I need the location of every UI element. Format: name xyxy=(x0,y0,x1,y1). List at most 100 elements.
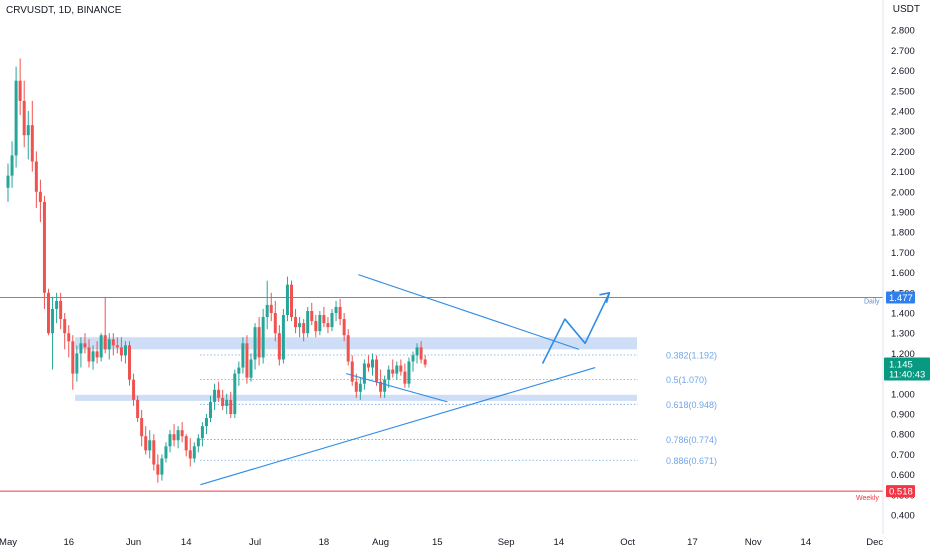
candle-body xyxy=(136,399,140,419)
candle-51 xyxy=(213,383,217,410)
candle-body xyxy=(415,347,419,356)
candle-body xyxy=(273,313,277,334)
candle-72 xyxy=(298,317,302,338)
candle-57 xyxy=(237,361,241,386)
candle-69 xyxy=(285,276,289,322)
candle-89 xyxy=(366,355,370,372)
candle-88 xyxy=(362,359,366,390)
candle-78 xyxy=(322,306,326,328)
projection-path[interactable] xyxy=(541,292,611,364)
candle-body xyxy=(30,125,34,162)
trendline-0[interactable] xyxy=(358,274,580,350)
fib-label-3: 0.786(0.774) xyxy=(666,435,717,445)
candle-82 xyxy=(338,298,342,326)
candle-body xyxy=(83,343,87,348)
candle-body xyxy=(144,436,148,451)
fib-layer: 0.382(1.192) 0.5(1.070) 0.618(0.948) 0.786(… xyxy=(200,351,717,466)
y-tick-label-4: 0.800 xyxy=(891,430,915,441)
candle-41 xyxy=(172,424,176,447)
candle-body xyxy=(132,379,136,400)
candle-21 xyxy=(91,345,95,370)
candle-20 xyxy=(87,339,91,368)
candle-body xyxy=(59,300,63,320)
x-tick-label-8: Sep xyxy=(498,537,515,548)
x-tick-label-12: Nov xyxy=(745,537,762,548)
candle-body xyxy=(34,161,38,192)
trendline-1[interactable] xyxy=(346,373,448,403)
candle-body xyxy=(350,361,354,382)
candle-40 xyxy=(168,430,172,453)
candle-body xyxy=(221,397,225,406)
candle-70 xyxy=(290,280,293,322)
candle-body xyxy=(217,389,221,398)
candle-body xyxy=(10,155,14,176)
candle-body xyxy=(322,315,326,324)
candle-body xyxy=(290,284,293,318)
candles-layer xyxy=(6,58,427,483)
candle-4 xyxy=(22,80,26,148)
candle-body xyxy=(338,306,342,320)
candle-body xyxy=(119,347,123,356)
candle-body xyxy=(306,310,310,334)
candle-35 xyxy=(148,430,152,459)
candle-body xyxy=(95,351,99,358)
candle-98 xyxy=(403,363,407,388)
y-tick-label-6: 1.000 xyxy=(891,389,915,400)
candle-body xyxy=(168,434,172,447)
candle-29 xyxy=(123,341,127,364)
y-tick-label-23: 2.700 xyxy=(891,46,915,57)
candle-body xyxy=(184,436,188,451)
daily-level-label: Daily xyxy=(864,298,880,305)
y-tick-label-3: 0.700 xyxy=(891,450,915,461)
candle-28 xyxy=(119,337,123,362)
x-tick-label-6: Aug xyxy=(372,537,389,548)
candle-body xyxy=(391,369,395,374)
x-tick-label-9: 14 xyxy=(554,537,565,548)
trendline-2[interactable] xyxy=(200,367,596,486)
x-tick-label-4: Jul xyxy=(249,537,261,548)
candle-body xyxy=(164,446,168,459)
candle-33 xyxy=(140,409,144,447)
candle-body xyxy=(318,315,322,332)
candle-5 xyxy=(26,111,30,160)
candle-body xyxy=(265,304,269,318)
y-tick-label-22: 2.600 xyxy=(891,66,915,77)
candle-60 xyxy=(249,353,253,382)
x-tick-label-7: 15 xyxy=(432,537,443,548)
candle-body xyxy=(358,383,362,392)
candle-body xyxy=(342,319,346,336)
last-price-badge xyxy=(884,357,930,381)
candle-47 xyxy=(196,434,200,453)
candle-body xyxy=(188,450,192,459)
candle-75 xyxy=(310,302,314,326)
candle-22 xyxy=(95,341,99,364)
x-tick-label-5: 18 xyxy=(319,537,330,548)
candle-9 xyxy=(42,195,46,309)
time-axis: May 16 Jun 14 Jul 18 Aug 15 Sep 14 Oct 17 Nov 14 Dec xyxy=(0,537,883,548)
candle-58 xyxy=(241,337,245,374)
levels-layer: Daily Weekly xyxy=(0,296,883,502)
x-tick-label-0: May xyxy=(0,537,17,548)
candle-body xyxy=(362,363,366,384)
candle-body xyxy=(192,446,196,459)
candle-25 xyxy=(107,333,111,360)
candle-14 xyxy=(63,313,67,350)
candle-body xyxy=(67,333,71,342)
candle-12 xyxy=(55,292,59,324)
candle-body xyxy=(172,434,176,441)
candle-45 xyxy=(188,438,192,467)
x-tick-label-3: 14 xyxy=(181,537,192,548)
candle-body xyxy=(346,335,350,362)
candle-50 xyxy=(209,395,212,423)
candle-97 xyxy=(399,359,403,376)
candle-56 xyxy=(233,369,237,419)
candle-52 xyxy=(217,381,221,402)
candle-30 xyxy=(128,341,131,386)
candle-body xyxy=(298,323,302,328)
candle-87 xyxy=(358,377,362,400)
price-axis: 0.4000.5000.6000.7000.8000.9001.0001.100… xyxy=(891,26,915,522)
y-tick-label-5: 0.900 xyxy=(891,410,915,421)
candle-body xyxy=(379,381,383,392)
candle-43 xyxy=(180,422,184,443)
